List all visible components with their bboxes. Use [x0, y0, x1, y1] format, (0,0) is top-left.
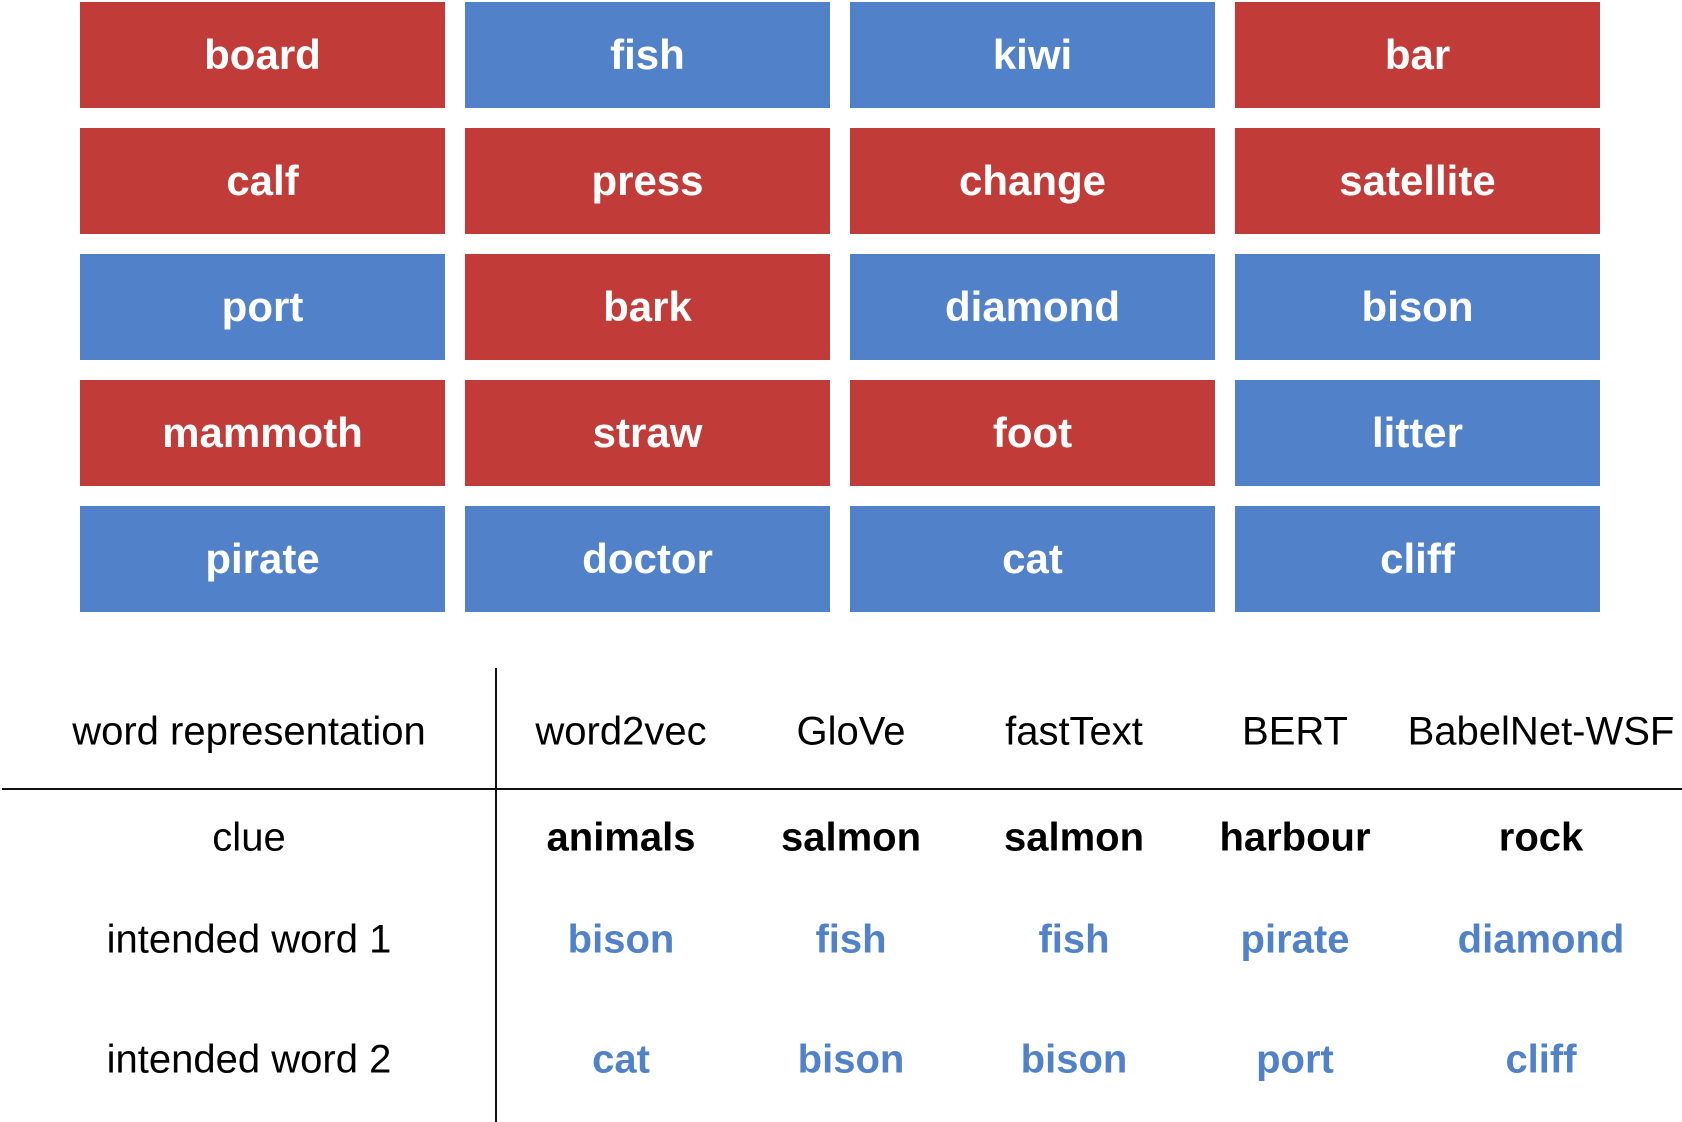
- column-header: BabelNet-WSF: [1407, 709, 1675, 754]
- clue-value: rock: [1498, 815, 1584, 860]
- row-label-intended-word-2: intended word 2: [106, 1037, 392, 1082]
- intended-word-value: pirate: [1240, 917, 1350, 962]
- intended-word-value: cat: [592, 1037, 650, 1082]
- word-card[interactable]: press: [465, 128, 830, 234]
- word-card[interactable]: foot: [850, 380, 1215, 486]
- intended-word-value: bison: [1020, 1037, 1128, 1082]
- column-header: word2vec: [535, 709, 707, 754]
- clue-value: salmon: [780, 815, 922, 860]
- word-card[interactable]: cliff: [1235, 506, 1600, 612]
- header-divider: [2, 788, 1682, 790]
- codenames-board: board fish kiwi bar calf press change sa…: [80, 2, 1600, 614]
- word-card[interactable]: litter: [1235, 380, 1600, 486]
- intended-word-value: fish: [1038, 917, 1110, 962]
- clue-value: animals: [546, 815, 696, 860]
- intended-word-value: diamond: [1457, 917, 1625, 962]
- word-card[interactable]: satellite: [1235, 128, 1600, 234]
- intended-word-value: port: [1256, 1037, 1334, 1082]
- word-card[interactable]: kiwi: [850, 2, 1215, 108]
- word-card[interactable]: bison: [1235, 254, 1600, 360]
- word-card[interactable]: straw: [465, 380, 830, 486]
- word-card[interactable]: mammoth: [80, 380, 445, 486]
- column-header: BERT: [1242, 709, 1348, 754]
- column-header: fastText: [1005, 709, 1143, 754]
- header-label: word representation: [72, 709, 426, 754]
- word-card[interactable]: port: [80, 254, 445, 360]
- intended-word-value: bison: [797, 1037, 905, 1082]
- column-header: GloVe: [796, 709, 906, 754]
- clue-value: harbour: [1219, 815, 1371, 860]
- word-card[interactable]: pirate: [80, 506, 445, 612]
- word-card[interactable]: fish: [465, 2, 830, 108]
- row-label-clue: clue: [212, 815, 286, 860]
- intended-word-value: bison: [567, 917, 675, 962]
- word-card[interactable]: bark: [465, 254, 830, 360]
- word-card[interactable]: bar: [1235, 2, 1600, 108]
- intended-word-value: fish: [815, 917, 887, 962]
- word-card[interactable]: cat: [850, 506, 1215, 612]
- word-card[interactable]: change: [850, 128, 1215, 234]
- row-label-intended-word-1: intended word 1: [106, 917, 392, 962]
- clue-value: salmon: [1003, 815, 1145, 860]
- word-card[interactable]: calf: [80, 128, 445, 234]
- intended-word-value: cliff: [1505, 1037, 1577, 1082]
- results-table: word representation word2vec GloVe fastT…: [0, 668, 1682, 1122]
- word-card[interactable]: doctor: [465, 506, 830, 612]
- column-divider: [495, 668, 497, 1122]
- word-card[interactable]: diamond: [850, 254, 1215, 360]
- word-card[interactable]: board: [80, 2, 445, 108]
